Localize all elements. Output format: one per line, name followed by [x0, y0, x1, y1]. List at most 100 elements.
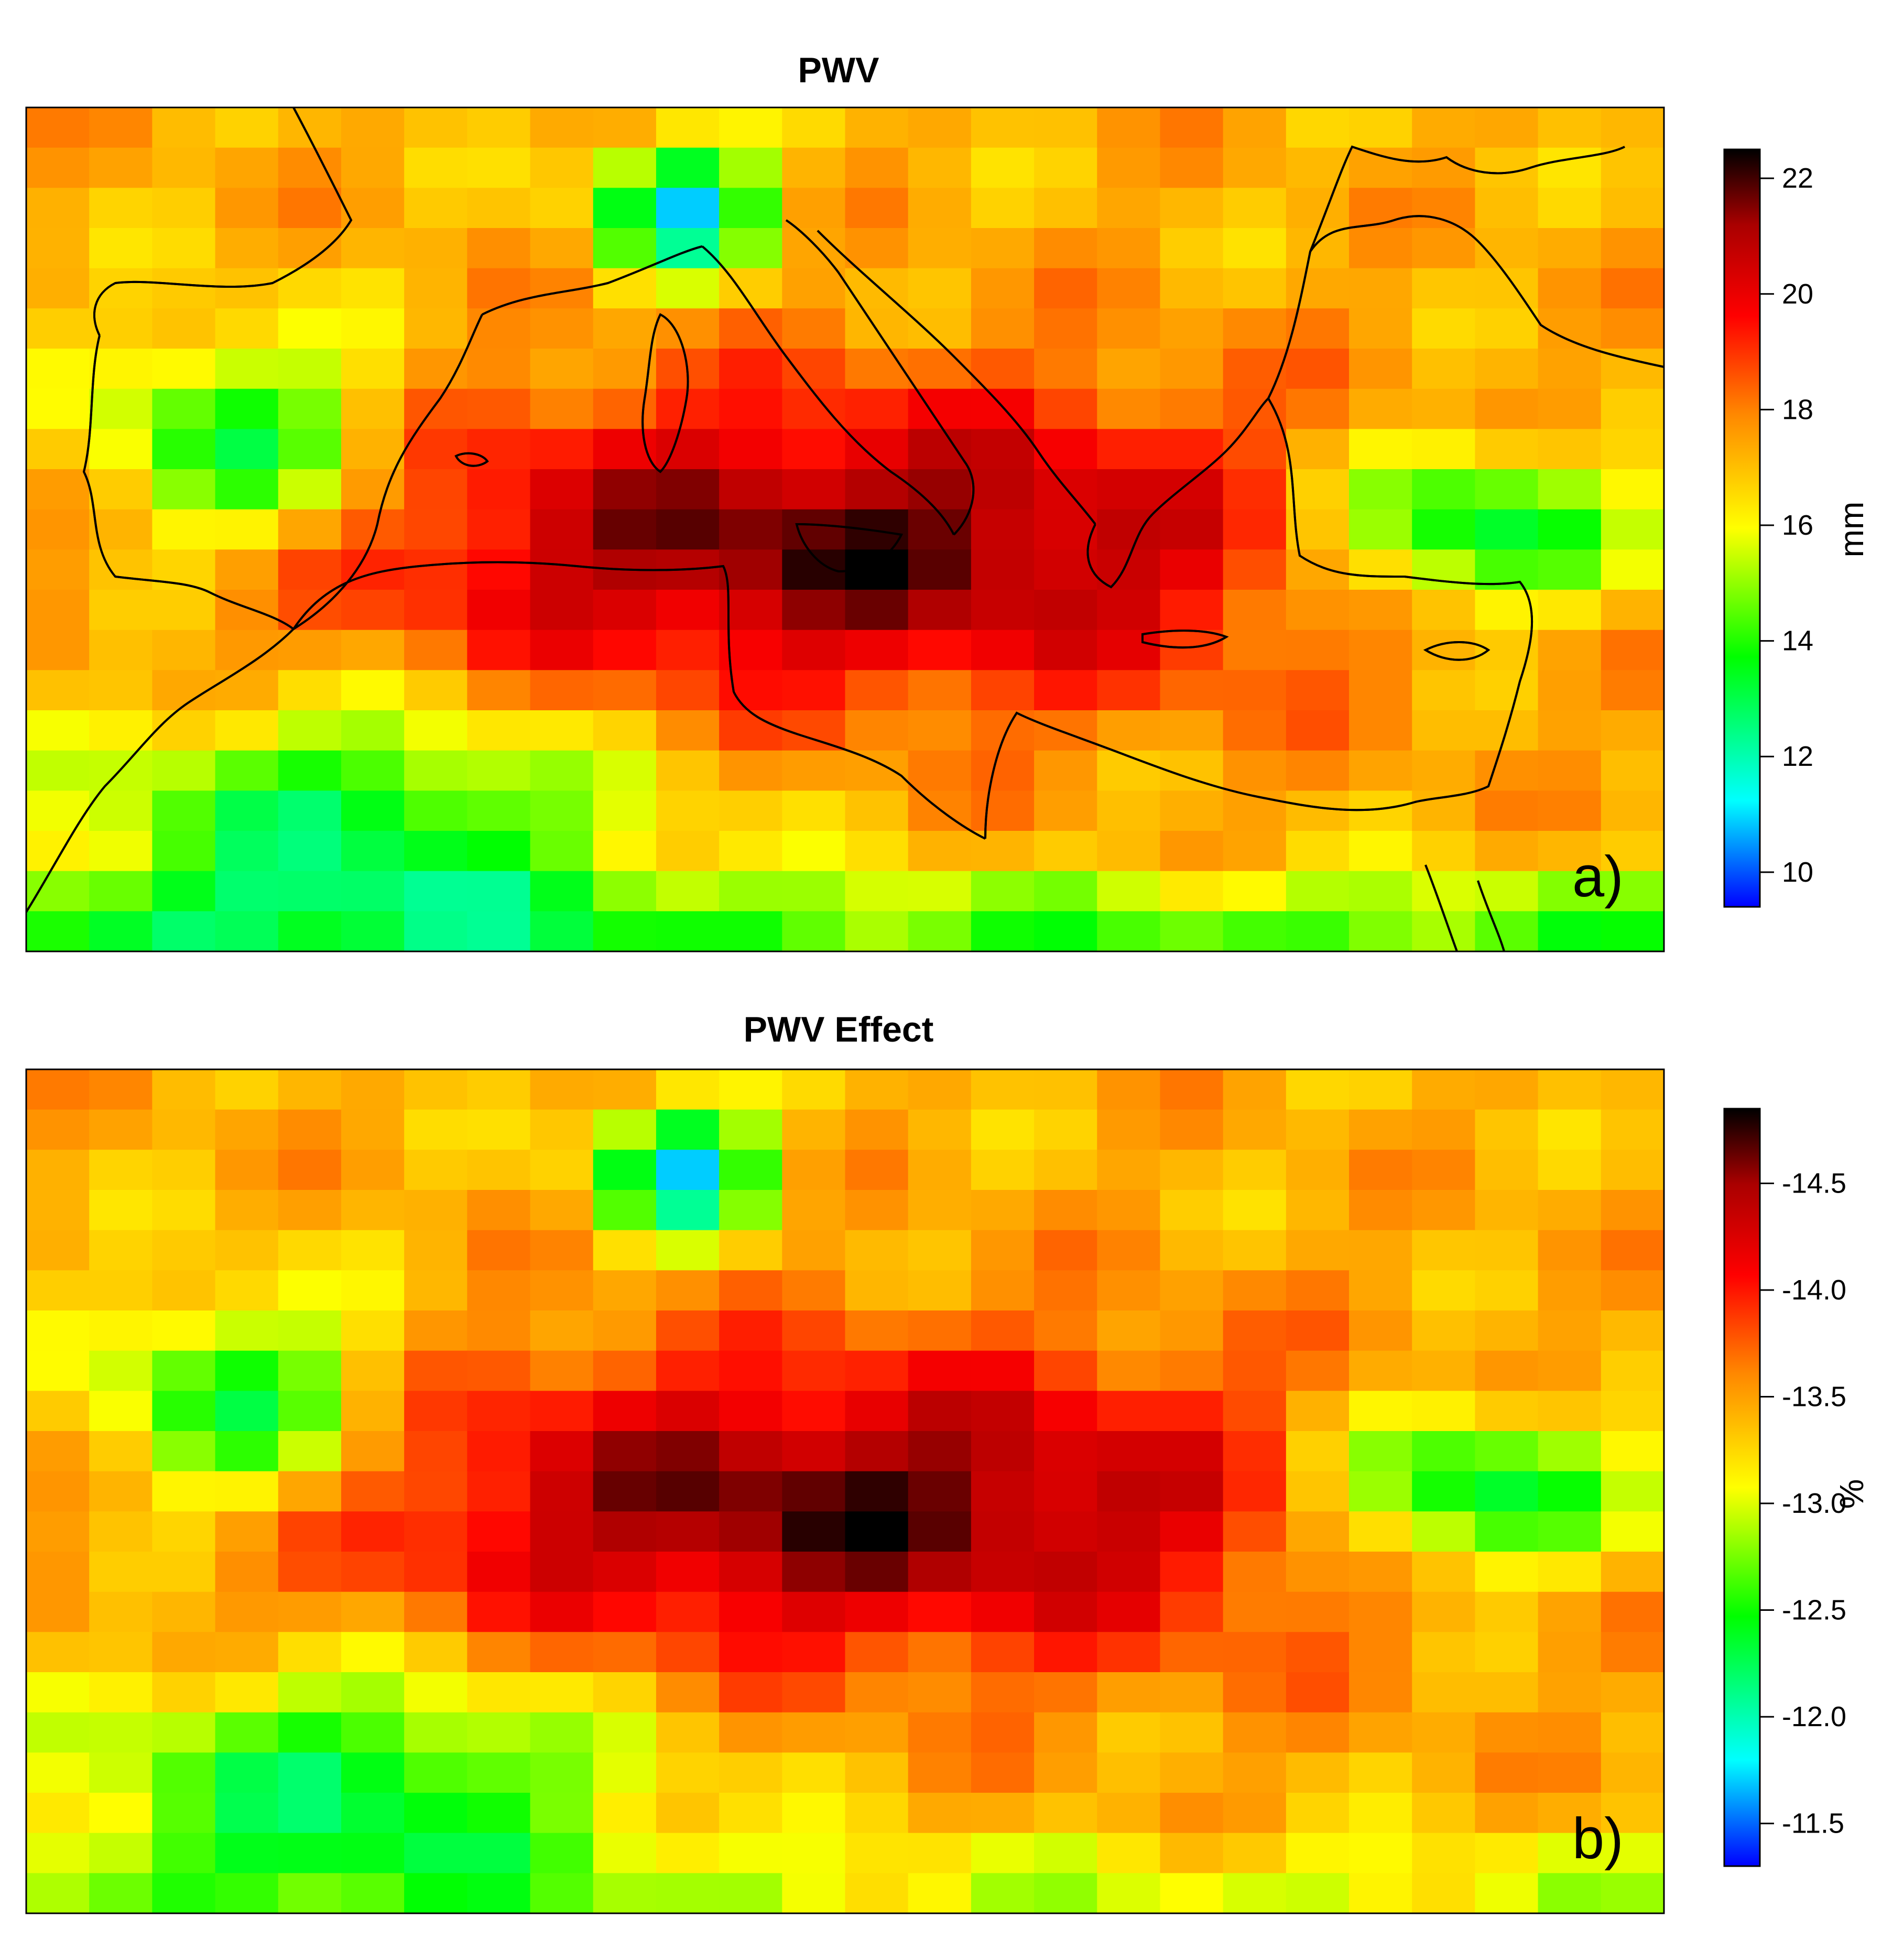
grid-cell [908, 268, 972, 309]
grid-cell [1097, 1833, 1161, 1874]
grid-cell [1349, 871, 1413, 912]
grid-cell [278, 107, 342, 148]
grid-cell [467, 630, 531, 671]
grid-cell [215, 1833, 279, 1874]
grid-cell [341, 670, 405, 711]
panel-b-map: b) [25, 1068, 1665, 1914]
grid-cell [1034, 1591, 1098, 1633]
grid-cell [152, 1833, 216, 1874]
grid-cell [1538, 1873, 1602, 1913]
grid-cell [215, 1230, 279, 1271]
grid-cell [530, 1591, 594, 1633]
panel-a-title: PWV [798, 50, 879, 90]
grid-cell [404, 228, 468, 269]
grid-cell [656, 1310, 720, 1351]
grid-cell [1097, 1632, 1161, 1673]
grid-cell [1223, 710, 1287, 751]
grid-cell [1538, 188, 1602, 229]
grid-cell [1601, 1752, 1664, 1793]
grid-cell [1538, 1672, 1602, 1713]
grid-cell [971, 549, 1035, 590]
colorbar-tick-label: -13.5 [1782, 1381, 1846, 1413]
grid-cell [467, 349, 531, 389]
grid-cell [1097, 1873, 1161, 1913]
grid-cell [26, 1591, 90, 1633]
grid-cell [530, 630, 594, 671]
grid-cell [1160, 1391, 1224, 1432]
grid-cell [26, 1069, 90, 1110]
grid-cell [26, 469, 90, 510]
grid-cell [467, 1511, 531, 1552]
grid-cell [782, 1230, 846, 1271]
grid-cell [530, 1793, 594, 1834]
grid-cell [656, 871, 720, 912]
grid-cell [530, 1069, 594, 1110]
grid-cell [26, 1552, 90, 1592]
grid-cell [908, 1873, 972, 1913]
grid-cell [404, 1190, 468, 1231]
grid-cell [89, 1471, 153, 1512]
grid-cell [341, 509, 405, 550]
grid-cell [530, 911, 594, 951]
grid-cell [1160, 1752, 1224, 1793]
grid-cell [341, 429, 405, 470]
grid-cell [1223, 1552, 1287, 1592]
grid-cell [1160, 469, 1224, 510]
grid-cell [971, 1471, 1035, 1512]
grid-cell [593, 1150, 657, 1190]
grid-cell [782, 107, 846, 148]
grid-cell [1538, 1752, 1602, 1793]
grid-cell [215, 1712, 279, 1753]
grid-cell [404, 1511, 468, 1552]
grid-cell [1286, 630, 1350, 671]
grid-cell [1223, 1793, 1287, 1834]
grid-cell [1286, 1752, 1350, 1793]
grid-cell [26, 871, 90, 912]
grid-cell [215, 1350, 279, 1392]
grid-cell [1601, 1793, 1664, 1834]
grid-cell [656, 1069, 720, 1110]
grid-cell [1475, 509, 1539, 550]
grid-cell [341, 1752, 405, 1793]
grid-cell [971, 228, 1035, 269]
grid-cell [1538, 1310, 1602, 1351]
grid-cell [341, 790, 405, 831]
grid-cell [278, 1190, 342, 1231]
grid-cell [1475, 590, 1539, 631]
grid-cell [1538, 630, 1602, 671]
grid-cell [1286, 1793, 1350, 1834]
grid-cell [1034, 1793, 1098, 1834]
grid-cell [1223, 1109, 1287, 1151]
grid-cell [656, 831, 720, 872]
grid-cell [1286, 590, 1350, 631]
grid-cell [782, 1431, 846, 1472]
grid-cell [152, 1350, 216, 1392]
grid-cell [89, 107, 153, 148]
grid-cell [656, 590, 720, 631]
grid-cell [341, 750, 405, 792]
grid-cell [1097, 1270, 1161, 1311]
grid-cell [1349, 509, 1413, 550]
grid-cell [530, 871, 594, 912]
grid-cell [782, 469, 846, 510]
grid-cell [278, 1672, 342, 1713]
grid-cell [908, 1150, 972, 1190]
grid-cell [1286, 1431, 1350, 1472]
grid-cell [719, 1230, 783, 1271]
panel-a-colorbar-bar [1723, 148, 1761, 908]
grid-cell [89, 911, 153, 951]
grid-cell [467, 1190, 531, 1231]
grid-cell [404, 750, 468, 792]
grid-cell [467, 911, 531, 951]
grid-cell [278, 1833, 342, 1874]
grid-cell [215, 469, 279, 510]
grid-cell [1601, 1109, 1664, 1151]
grid-cell [1412, 268, 1476, 309]
grid-cell [404, 1632, 468, 1673]
grid-cell [89, 750, 153, 792]
grid-cell [1412, 590, 1476, 631]
grid-cell [1475, 388, 1539, 430]
grid-cell [1286, 349, 1350, 389]
grid-cell [341, 590, 405, 631]
grid-cell [1349, 1270, 1413, 1311]
